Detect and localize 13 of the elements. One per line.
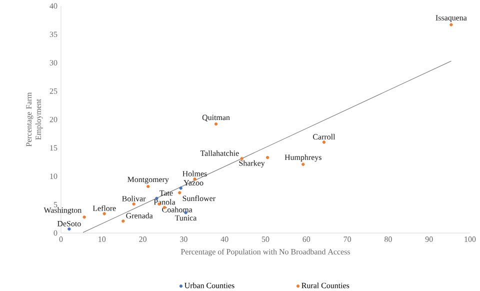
point — [146, 184, 150, 188]
point — [266, 156, 270, 160]
point — [122, 219, 125, 223]
point — [302, 162, 305, 166]
point — [82, 216, 86, 219]
point — [132, 202, 136, 206]
point — [214, 122, 218, 126]
point — [322, 140, 326, 144]
point — [68, 227, 71, 231]
point — [178, 191, 182, 194]
point — [102, 212, 106, 216]
point — [179, 186, 182, 190]
point — [450, 23, 453, 26]
